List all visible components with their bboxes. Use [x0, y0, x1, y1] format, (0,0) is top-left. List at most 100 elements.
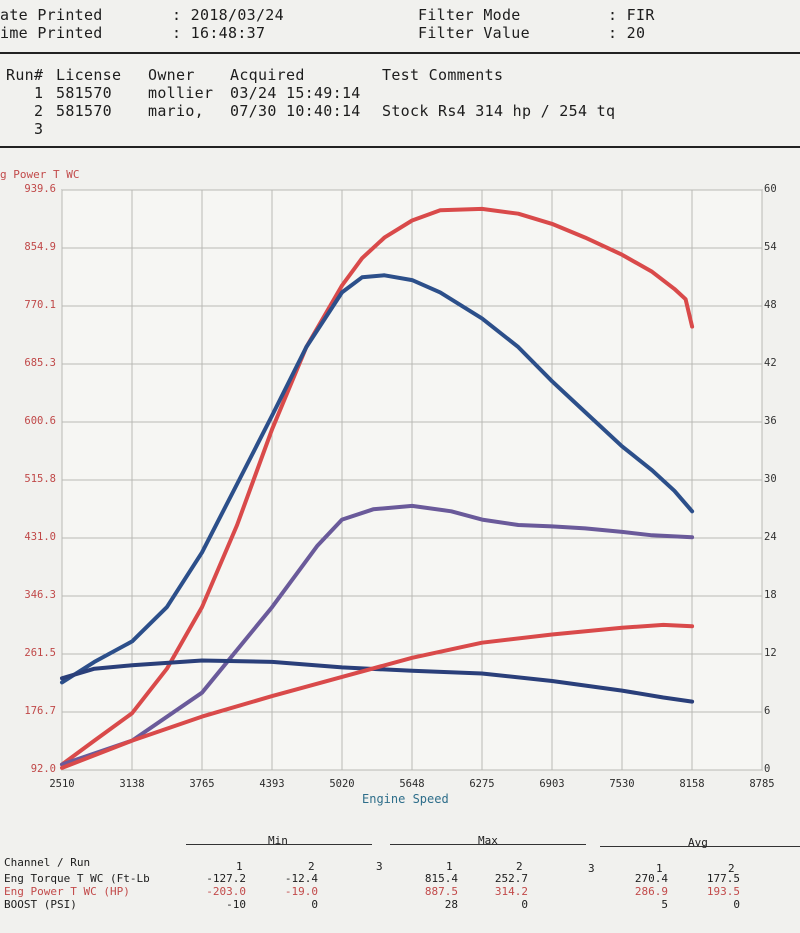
- run-1-license: 581570: [56, 84, 112, 102]
- run-column-header: Run#: [6, 66, 44, 84]
- x-tick-label: 5648: [399, 778, 425, 790]
- stat-avg1-row-1: 270.4: [634, 872, 668, 885]
- stat-avg1-row-3: 5: [661, 898, 668, 911]
- right-tick-label: 30: [764, 473, 777, 485]
- run-3-number: 3: [34, 120, 44, 138]
- left-tick-label: 346.3: [24, 589, 56, 601]
- max-run-1: 1: [446, 860, 453, 873]
- run-1-owner: mollier: [148, 84, 214, 102]
- avg-header: Avg: [688, 836, 708, 849]
- left-tick-label: 770.1: [24, 299, 56, 311]
- right-tick-label: 42: [764, 357, 777, 369]
- date-printed-value: : 2018/03/24: [172, 6, 284, 24]
- stat-min2-row-1: -12.4: [284, 872, 318, 885]
- x-tick-label: 4393: [259, 778, 285, 790]
- stat-max2-row-1: 252.7: [494, 872, 528, 885]
- stat-min2-row-3: 0: [311, 898, 318, 911]
- min-run-1: 1: [236, 860, 243, 873]
- right-tick-label: 12: [764, 647, 777, 659]
- run-1-acquired: 03/24 15:49:14: [230, 84, 361, 102]
- stat-min1-row-1: -127.2: [206, 872, 246, 885]
- owner-column-header: Owner: [148, 66, 195, 84]
- x-tick-label: 3138: [119, 778, 145, 790]
- stat-avg2-row-1: 177.5: [706, 872, 740, 885]
- acquired-column-header: Acquired: [230, 66, 305, 84]
- run-2-comment: Stock Rs4 314 hp / 254 tq: [382, 102, 616, 120]
- comments-column-header: Test Comments: [382, 66, 504, 84]
- stat-avg1-row-2: 286.9: [634, 885, 668, 898]
- avg-rule: [600, 846, 800, 847]
- left-tick-label: 176.7: [24, 705, 56, 717]
- left-tick-label: 600.6: [24, 415, 56, 427]
- time-printed-label: ime Printed: [0, 24, 103, 42]
- series-line-5: [60, 622, 695, 770]
- min-rule: [186, 844, 372, 845]
- filter-value-label: Filter Value: [418, 24, 530, 42]
- stat-channel-row-1: Eng Torque T WC (Ft-Lb: [4, 872, 150, 885]
- stat-max1-row-1: 815.4: [424, 872, 458, 885]
- stat-max2-row-3: 0: [521, 898, 528, 911]
- stat-channel-row-3: BOOST (PSI): [4, 898, 77, 911]
- x-tick-label: 7530: [609, 778, 635, 790]
- x-tick-label: 8158: [679, 778, 705, 790]
- max-header: Max: [478, 834, 498, 847]
- series-line-1: [60, 206, 695, 767]
- run-1-number: 1: [34, 84, 44, 102]
- filter-mode-label: Filter Mode: [418, 6, 521, 24]
- min-header: Min: [268, 834, 288, 847]
- stat-avg2-row-3: 0: [733, 898, 740, 911]
- max-rule: [390, 844, 586, 845]
- channel-run-header: Channel / Run: [4, 856, 91, 869]
- min-run-3: 3: [376, 860, 383, 873]
- x-tick-label: 6903: [539, 778, 565, 790]
- x-tick-label: 6275: [469, 778, 495, 790]
- min-run-2: 2: [308, 860, 315, 873]
- series-line-3: [60, 503, 695, 767]
- stat-max2-row-2: 314.2: [494, 885, 528, 898]
- right-tick-label: 54: [764, 241, 777, 253]
- stat-avg2-row-2: 193.5: [706, 885, 740, 898]
- left-tick-label: 431.0: [24, 531, 56, 543]
- left-tick-label: 261.5: [24, 647, 56, 659]
- left-tick-label: 939.6: [24, 183, 56, 195]
- left-tick-label: 515.8: [24, 473, 56, 485]
- right-tick-label: 36: [764, 415, 777, 427]
- series-line-4: [60, 658, 695, 704]
- stat-min1-row-3: -10: [226, 898, 246, 911]
- run-2-owner: mario,: [148, 102, 204, 120]
- right-tick-label: 6: [764, 705, 771, 717]
- date-printed-label: ate Printed: [0, 6, 103, 24]
- header-divider: [0, 52, 800, 54]
- x-tick-label: 3765: [189, 778, 215, 790]
- right-tick-label: 24: [764, 531, 777, 543]
- avg-run-2: 2: [728, 862, 735, 875]
- max-run-3: 3: [588, 862, 595, 875]
- stat-max1-row-2: 887.5: [424, 885, 458, 898]
- right-tick-label: 18: [764, 589, 777, 601]
- avg-run-1: 1: [656, 862, 663, 875]
- right-tick-label: 60: [764, 183, 777, 195]
- max-run-2: 2: [516, 860, 523, 873]
- left-tick-label: 854.9: [24, 241, 56, 253]
- left-tick-label: 685.3: [24, 357, 56, 369]
- left-tick-label: 92.0: [30, 763, 56, 775]
- plot-area: [61, 189, 763, 771]
- license-column-header: License: [56, 66, 122, 84]
- stat-max1-row-3: 28: [444, 898, 458, 911]
- filter-mode-value: : FIR: [608, 6, 655, 24]
- run-2-acquired: 07/30 10:40:14: [230, 102, 361, 120]
- right-tick-label: 48: [764, 299, 777, 311]
- x-tick-label: 2510: [49, 778, 75, 790]
- series-line-2: [60, 273, 695, 685]
- stat-min2-row-2: -19.0: [284, 885, 318, 898]
- run-2-number: 2: [34, 102, 44, 120]
- runs-divider: [0, 146, 800, 148]
- x-tick-label: 8785: [749, 778, 775, 790]
- time-printed-value: : 16:48:37: [172, 24, 266, 42]
- stat-channel-row-2: Eng Power T WC (HP): [4, 885, 130, 898]
- x-tick-label: 5020: [329, 778, 355, 790]
- left-axis-title: g Power T WC: [0, 168, 80, 181]
- x-axis-label: Engine Speed: [362, 792, 449, 806]
- filter-value-value: : 20: [608, 24, 646, 42]
- stat-min1-row-2: -203.0: [206, 885, 246, 898]
